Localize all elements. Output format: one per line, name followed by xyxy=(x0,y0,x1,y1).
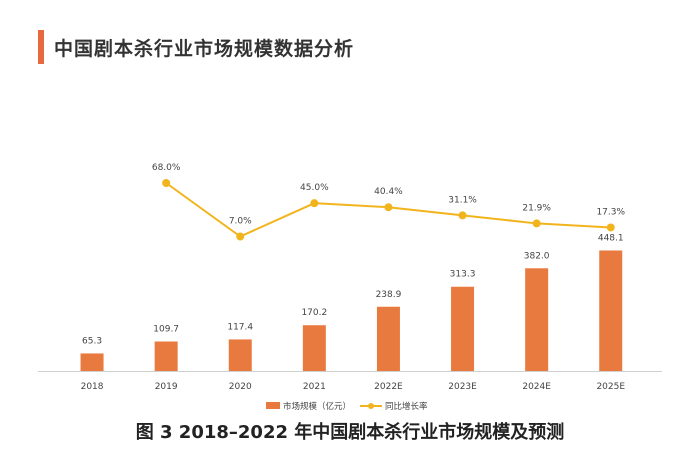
line-value-label-2020: 7.0% xyxy=(229,217,252,227)
legend-marker-growth-rate xyxy=(368,403,374,409)
x-tick-label-2018: 2018 xyxy=(81,382,104,392)
bar-2024E xyxy=(525,268,549,371)
bar-2022E xyxy=(376,306,400,371)
bar-value-label-2022E: 238.9 xyxy=(376,290,402,300)
line-point-2019 xyxy=(162,179,171,187)
x-tick-label-2024E: 2024E xyxy=(522,382,551,392)
x-tick-label-2019: 2019 xyxy=(155,382,178,392)
line-value-label-2023E: 31.1% xyxy=(448,195,477,205)
bar-2021 xyxy=(302,325,326,371)
bar-value-label-2025E: 448.1 xyxy=(598,234,624,244)
line-value-label-2024E: 21.9% xyxy=(522,203,551,213)
bar-2019 xyxy=(154,341,178,371)
legend-swatch-market-size xyxy=(266,402,280,409)
line-value-label-2025E: 17.3% xyxy=(596,207,625,217)
bar-2020 xyxy=(228,339,252,371)
x-tick-label-2021: 2021 xyxy=(303,382,326,392)
x-tick-label-2022E: 2022E xyxy=(374,382,403,392)
line-value-label-2021: 45.0% xyxy=(300,183,329,193)
line-value-label-2019: 68.0% xyxy=(152,163,181,173)
line-point-2024E xyxy=(532,219,541,228)
bar-2018 xyxy=(80,353,104,371)
legend-label-market-size: 市场规模（亿元） xyxy=(283,401,351,412)
bar-value-label-2020: 117.4 xyxy=(227,322,253,332)
bar-value-label-2019: 109.7 xyxy=(153,325,179,335)
line-point-2025E xyxy=(606,223,615,232)
bar-2025E xyxy=(599,250,623,371)
line-point-2020 xyxy=(236,232,245,241)
bar-value-label-2018: 65.3 xyxy=(82,336,102,346)
bar-2023E xyxy=(451,286,475,371)
x-tick-label-2020: 2020 xyxy=(229,382,252,392)
bar-value-label-2023E: 313.3 xyxy=(450,270,476,280)
bar-value-label-2021: 170.2 xyxy=(301,308,327,318)
line-value-label-2022E: 40.4% xyxy=(374,187,403,197)
chart-title: 中国剧本杀行业市场规模数据分析 xyxy=(54,38,355,60)
line-point-2023E xyxy=(458,211,467,220)
x-tick-label-2025E: 2025E xyxy=(596,382,625,392)
bar-value-label-2024E: 382.0 xyxy=(524,251,550,261)
figure-caption: 图 3 2018–2022 年中国剧本杀行业市场规模及预测 xyxy=(135,422,565,443)
title-accent-bar xyxy=(38,30,44,64)
legend-label-growth-rate: 同比增长率 xyxy=(385,401,428,412)
line-point-2021 xyxy=(310,199,319,208)
line-point-2022E xyxy=(384,203,393,212)
x-tick-label-2023E: 2023E xyxy=(448,382,477,392)
